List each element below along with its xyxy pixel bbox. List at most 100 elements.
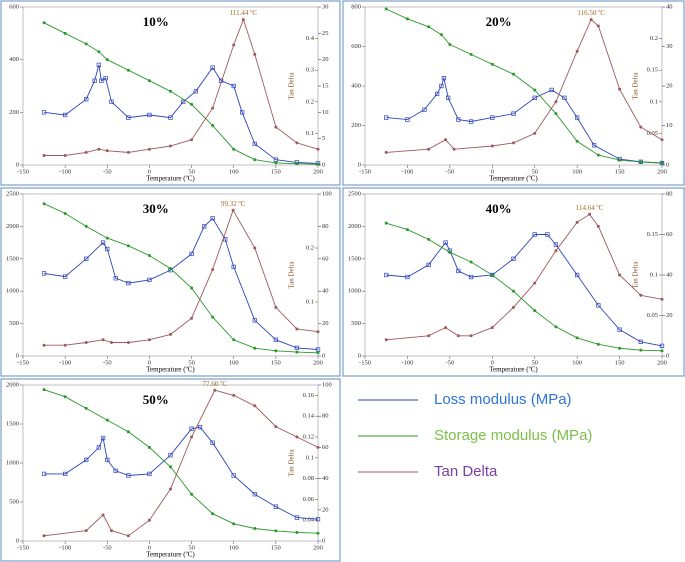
panel-title: 20% [486, 14, 512, 29]
tan-delta-marker [253, 246, 257, 250]
y3-tick-label: 0.3 [306, 67, 314, 74]
storage-marker [274, 161, 278, 165]
loss-marker [490, 272, 495, 278]
tan-delta-marker [42, 534, 46, 538]
tan-delta-marker [97, 147, 101, 151]
loss-marker [511, 256, 516, 261]
y3-tick-label: 0.05 [647, 130, 658, 137]
storage-marker [554, 325, 558, 329]
tan-delta-marker [42, 343, 46, 347]
loss-marker [439, 83, 444, 89]
series-line [386, 213, 663, 341]
y2-tick-label: 40 [322, 475, 329, 482]
y2-tick-label: 60 [322, 444, 329, 451]
y-tick-label: 1000 [6, 288, 19, 295]
x-tick-label: 0 [148, 359, 151, 366]
storage-marker [439, 33, 443, 37]
tan-delta-marker [512, 305, 515, 309]
x-tick-label: 50 [531, 168, 538, 175]
tan-delta-marker [231, 208, 235, 212]
storage-marker [97, 50, 101, 54]
x-tick-label: 200 [657, 359, 667, 366]
loss-marker [434, 91, 440, 97]
storage-marker [575, 139, 579, 143]
x-tick-label: 100 [572, 359, 582, 366]
storage-marker [316, 531, 320, 535]
series-line [386, 234, 663, 347]
storage-marker [211, 512, 215, 516]
loss-marker [239, 110, 245, 115]
storage-marker [316, 162, 320, 166]
storage-marker [295, 162, 299, 166]
tan-delta-marker [169, 144, 172, 148]
loss-marker [252, 318, 257, 323]
tan-delta-marker [469, 334, 473, 338]
series-line [386, 18, 663, 153]
loss-marker [100, 240, 106, 245]
storage-marker [84, 42, 88, 46]
x-tick-label: 50 [188, 359, 195, 366]
storage-marker [490, 273, 494, 277]
storage-marker [147, 254, 151, 258]
y-tick-label: 2000 [348, 223, 361, 230]
loss-marker [252, 492, 257, 497]
tan-delta-marker [274, 305, 278, 309]
storage-marker [554, 112, 558, 116]
y-tick-label: 200 [9, 109, 19, 116]
y2-tick-label: 20 [322, 56, 329, 63]
tan-delta-marker [490, 144, 494, 148]
loss-marker [126, 280, 131, 286]
tan-delta-marker [660, 138, 664, 142]
tan-delta-marker [63, 343, 67, 347]
tan-delta-marker [512, 141, 515, 145]
tan-delta-marker [63, 154, 67, 158]
tan-delta-marker [384, 150, 388, 154]
y3-tick-label: 0.14 [303, 413, 315, 420]
panel-title: 10% [143, 14, 169, 29]
peak-annotation: 77.60 ºC [203, 380, 228, 388]
storage-marker [42, 388, 46, 392]
y2-tick-label: 80 [666, 190, 673, 197]
tan-delta-marker [253, 52, 257, 56]
panel-border [342, 187, 685, 377]
storage-marker [253, 527, 257, 531]
tan-delta-marker [190, 435, 194, 439]
y-tick-label: 1500 [6, 420, 19, 427]
storage-marker [63, 395, 67, 399]
loss-marker [41, 471, 47, 477]
tan-delta-marker [42, 154, 46, 158]
tan-delta-marker [126, 534, 130, 538]
storage-marker [618, 346, 622, 350]
y-tick-label: 1000 [348, 288, 361, 295]
y3-axis-label: Tan Delta [288, 448, 296, 476]
loss-marker [202, 224, 207, 229]
tan-delta-marker [660, 297, 664, 301]
y-tick-label: 0 [16, 352, 19, 359]
storage-marker [126, 244, 130, 248]
y3-tick-label: 0.1 [650, 98, 658, 105]
x-tick-label: 50 [188, 168, 195, 175]
y2-tick-label: 0 [322, 537, 325, 544]
loss-marker [574, 115, 580, 120]
storage-marker [639, 348, 643, 352]
y-tick-label: 500 [351, 320, 361, 327]
x-tick-label: 150 [615, 359, 625, 366]
panel-border [0, 187, 341, 377]
tan-delta-marker [427, 334, 431, 338]
y2-tick-label: 20 [322, 320, 329, 327]
storage-marker [42, 202, 46, 206]
loss-marker [468, 274, 474, 280]
loss-marker [545, 232, 550, 237]
tan-delta-marker [295, 435, 299, 439]
storage-marker [63, 31, 67, 35]
storage-marker [105, 236, 109, 240]
loss-marker [84, 457, 89, 463]
loss-marker [126, 473, 131, 478]
y2-tick-label: 40 [666, 271, 673, 278]
legend-label: Storage modulus (MPa) [434, 427, 592, 444]
storage-marker [405, 228, 409, 232]
storage-marker [169, 89, 172, 93]
storage-marker [316, 351, 320, 355]
x-tick-label: 100 [572, 168, 582, 175]
